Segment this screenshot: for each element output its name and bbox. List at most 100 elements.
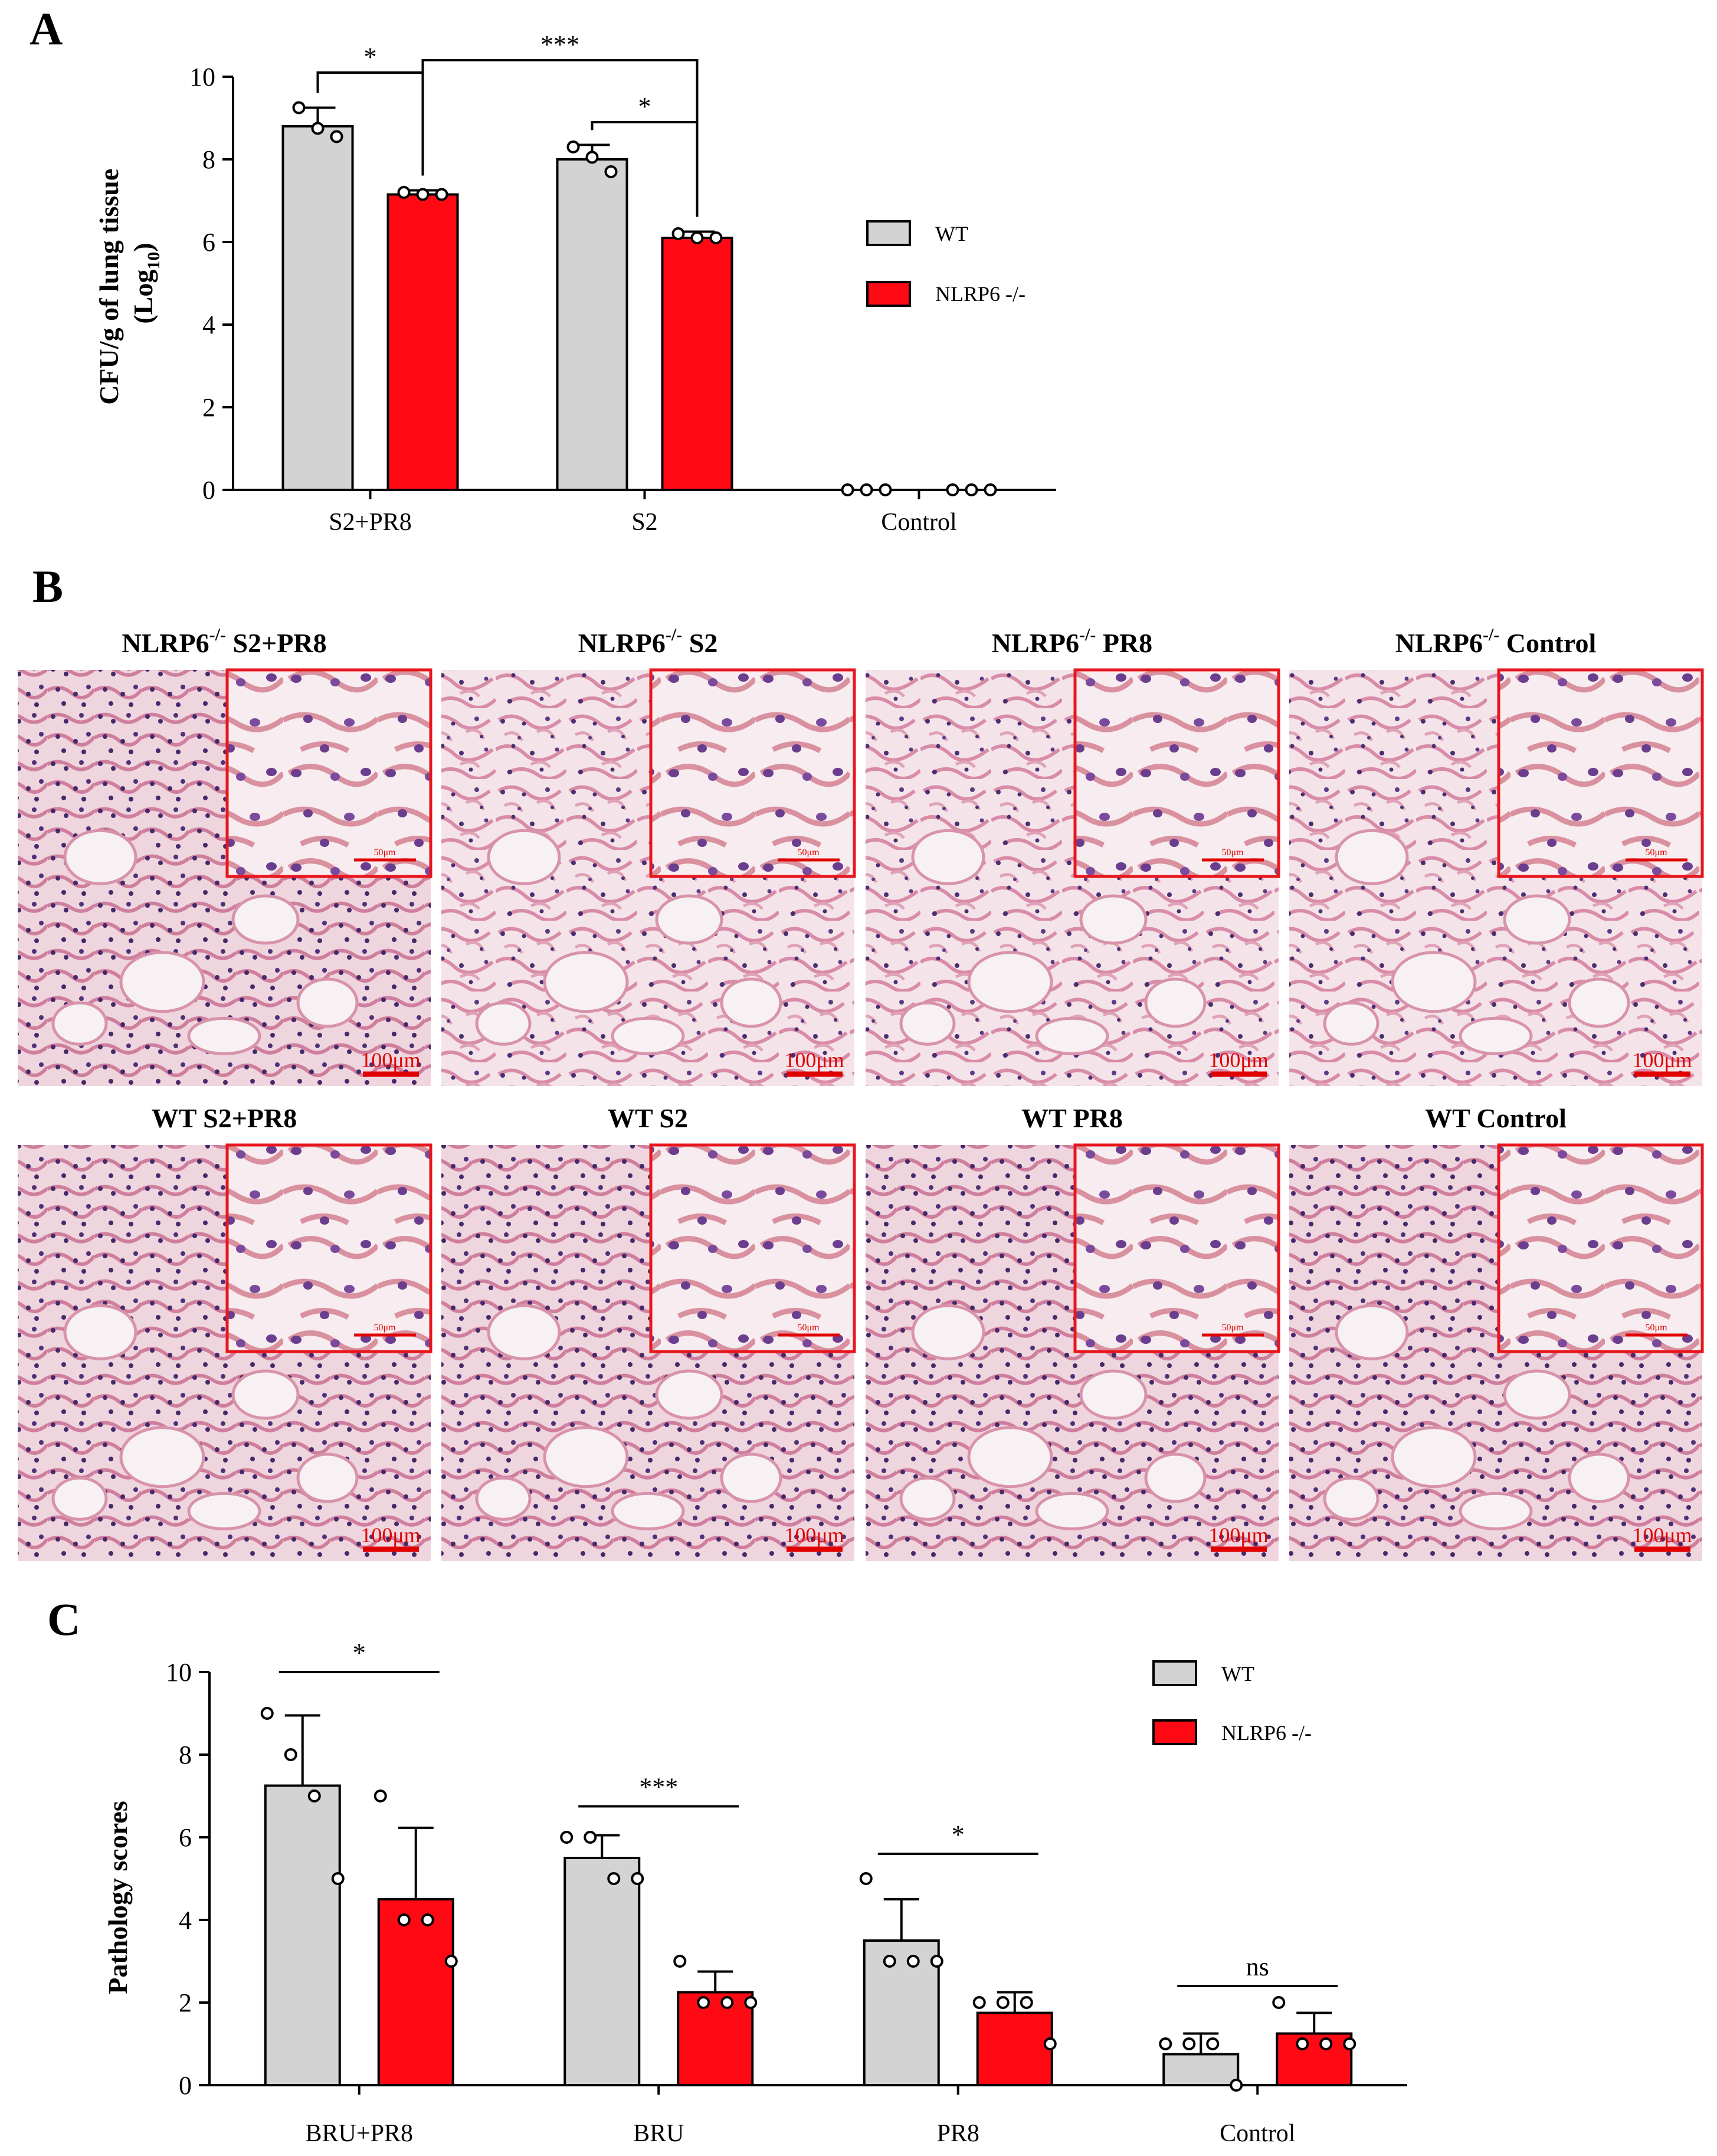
chart-c-bar-1-2	[976, 2011, 1053, 2086]
chart-c-y-tick-label-4: 8	[179, 1740, 192, 1769]
chart-a-y-tick-label-3: 6	[202, 228, 215, 257]
chart-a-point-0-0-2	[330, 130, 343, 143]
chart-c-point-1-2-2	[1020, 1996, 1033, 2009]
chart-c-point-0-2-0	[859, 1872, 873, 1885]
chart-c-point-1-2-1	[996, 1996, 1010, 2009]
micrograph-airspace-1-3-2	[1503, 1369, 1571, 1420]
micrograph-scale-label-0-3: 100μm	[1632, 1048, 1692, 1072]
panel-label-c: C	[47, 1594, 80, 1645]
chart-c-point-1-3-1	[1296, 2037, 1309, 2050]
chart-a-point-1-0-0	[397, 186, 411, 199]
chart-c-point-0-3-3	[1230, 2079, 1243, 2092]
chart-a-legend: WT NLRP6 -/-	[866, 220, 1025, 307]
chart-a-point-1-2-2	[984, 483, 997, 496]
micrograph-title-0-0: NLRP6-/- S2+PR8	[122, 625, 326, 658]
chart-a-y-axis-label: CFU/g of lung tissue (Log10)	[94, 162, 163, 404]
chart-c-y-tick-label-5: 10	[166, 1658, 192, 1687]
micrograph-title-suffix-0-1: S2	[682, 628, 717, 658]
micrograph-airspace-0-1-2	[655, 894, 723, 945]
chart-a-x-tick-label-2: Control	[881, 509, 956, 536]
chart-a-point-1-1-2	[709, 231, 723, 244]
micrograph-airspace-0-2-2	[1079, 894, 1148, 945]
micrograph-title-prefix-1-2: WT PR8	[1021, 1103, 1123, 1133]
micrograph-inset-scale-label-1-1: 50μm	[797, 1323, 820, 1333]
micrograph-1-2: WT PR8 50μm 100μm	[866, 1103, 1280, 1561]
chart-c-point-1-2-0	[972, 1996, 986, 2009]
micrograph-airspace-0-3-1	[1391, 951, 1477, 1013]
micrograph-airspace-0-2-5	[1144, 977, 1207, 1028]
micrograph-title-suffix-0-2: PR8	[1096, 628, 1152, 658]
micrograph-inset-scale-label-1-0: 50μm	[373, 1323, 396, 1333]
micrograph-airspace-1-0-5	[296, 1452, 359, 1503]
chart-c-y-tick-label-0: 0	[179, 2071, 192, 2100]
micrograph-0-1: NLRP6-/- S2 50μm 100μm	[441, 625, 856, 1086]
chart-a-y-axis-label-line1: CFU/g of lung tissue	[94, 169, 124, 405]
chart-a-bar-0-1	[556, 158, 628, 491]
micrograph-airspace-1-2-4	[1035, 1491, 1109, 1530]
chart-c-x-tick-label-0: BRU+PR8	[306, 2120, 413, 2147]
chart-a-y-axis-label-line2: (Log10)	[128, 243, 163, 323]
micrograph-1-3: WT Control 50μm 100μm	[1289, 1103, 1704, 1561]
chart-c-point-0-1-0	[560, 1831, 574, 1844]
micrograph-airspace-0-0-2	[231, 894, 300, 945]
micrograph-inset-scale-label-0-3: 50μm	[1645, 848, 1667, 858]
micrograph-title-suffix-0-0: S2+PR8	[226, 628, 327, 658]
chart-a-bar-0-0	[281, 125, 354, 491]
micrograph-airspace-0-2-3	[899, 1001, 956, 1046]
micrograph-1-0: WT S2+PR8 50μm 100μm	[18, 1103, 432, 1561]
chart-a-sig-bracket-2	[591, 121, 699, 217]
micrograph-airspace-0-0-5	[296, 977, 359, 1028]
chart-c-point-0-0-1	[284, 1748, 297, 1761]
micrograph-title-sup-0-1: -/-	[666, 625, 682, 644]
chart-a-y-tick-label-5: 10	[189, 63, 215, 91]
micrograph-inset-scale-label-1-2: 50μm	[1221, 1323, 1244, 1333]
micrograph-airspace-1-3-0	[1335, 1304, 1409, 1360]
chart-c-bar-1-1	[677, 1991, 754, 2086]
micrograph-airspace-1-2-3	[899, 1476, 956, 1521]
chart-a-x-tick-label-1: S2	[631, 509, 657, 536]
micrograph-airspace-1-1-5	[720, 1452, 782, 1503]
micrograph-scale-label-1-2: 100μm	[1208, 1523, 1268, 1547]
chart-a-legend-label-wt: WT	[935, 222, 968, 246]
chart-a-sig-label-2: *	[638, 92, 651, 121]
chart-c-sig-label-2: *	[952, 1820, 965, 1849]
chart-c-bar-0-0	[264, 1784, 341, 2086]
chart-c-y-tick-label-2: 4	[179, 1906, 192, 1935]
chart-a-legend-label-ko: NLRP6 -/-	[935, 282, 1025, 306]
chart-a-y-tick-label-4: 8	[202, 145, 215, 174]
micrograph-scale-label-0-2: 100μm	[1208, 1048, 1268, 1072]
chart-c-sig-label-1: ***	[639, 1773, 678, 1802]
micrograph-scale-label-1-3: 100μm	[1632, 1523, 1692, 1547]
chart-c-point-0-1-3	[631, 1872, 644, 1885]
micrograph-0-0: NLRP6-/- S2+PR8 50μm 100μm	[18, 625, 432, 1086]
chart-c-legend-label-wt: WT	[1221, 1662, 1254, 1686]
chart-c-point-1-0-2	[421, 1913, 434, 1926]
micrograph-1-1: WT S2 50μm 100μm	[441, 1103, 856, 1561]
micrograph-inset-scale-label-1-3: 50μm	[1645, 1323, 1667, 1333]
micrograph-airspace-1-1-3	[475, 1476, 532, 1521]
chart-c-point-0-0-0	[260, 1707, 274, 1720]
micrograph-airspace-0-0-3	[51, 1001, 108, 1046]
chart-c-point-1-1-1	[697, 1996, 710, 2009]
micrograph-airspace-0-3-4	[1459, 1016, 1533, 1055]
micrograph-airspace-0-0-4	[187, 1016, 261, 1055]
micrograph-title-prefix-0-2: NLRP6	[992, 628, 1079, 658]
micrograph-inset-1-1	[649, 1143, 856, 1353]
micrograph-scale-label-0-0: 100μm	[361, 1048, 420, 1072]
chart-c-legend: WT NLRP6 -/-	[1152, 1660, 1312, 1745]
chart-a-point-0-0-0	[292, 101, 306, 114]
chart-a: CFU/g of lung tissue (Log10) 0246810S2+P…	[94, 30, 1056, 536]
micrograph-airspace-0-1-0	[487, 829, 561, 885]
chart-c-point-1-1-2	[720, 1996, 734, 2009]
chart-c-point-0-0-3	[331, 1872, 345, 1885]
chart-c-y-tick-label-1: 2	[179, 1988, 192, 2017]
chart-c-point-1-3-3	[1343, 2037, 1356, 2050]
micrograph-airspace-1-3-4	[1459, 1491, 1533, 1530]
micrograph-airspace-0-1-1	[543, 951, 629, 1013]
chart-c-point-0-2-2	[906, 1955, 920, 1968]
micrograph-airspace-0-1-3	[475, 1001, 532, 1046]
micrograph-title-sup-0-2: -/-	[1079, 625, 1096, 644]
chart-a-x-tick-label-0: S2+PR8	[329, 509, 411, 536]
micrograph-0-2: NLRP6-/- PR8 50μm 100μm	[866, 625, 1280, 1086]
micrograph-inset-1-2	[1073, 1143, 1280, 1353]
